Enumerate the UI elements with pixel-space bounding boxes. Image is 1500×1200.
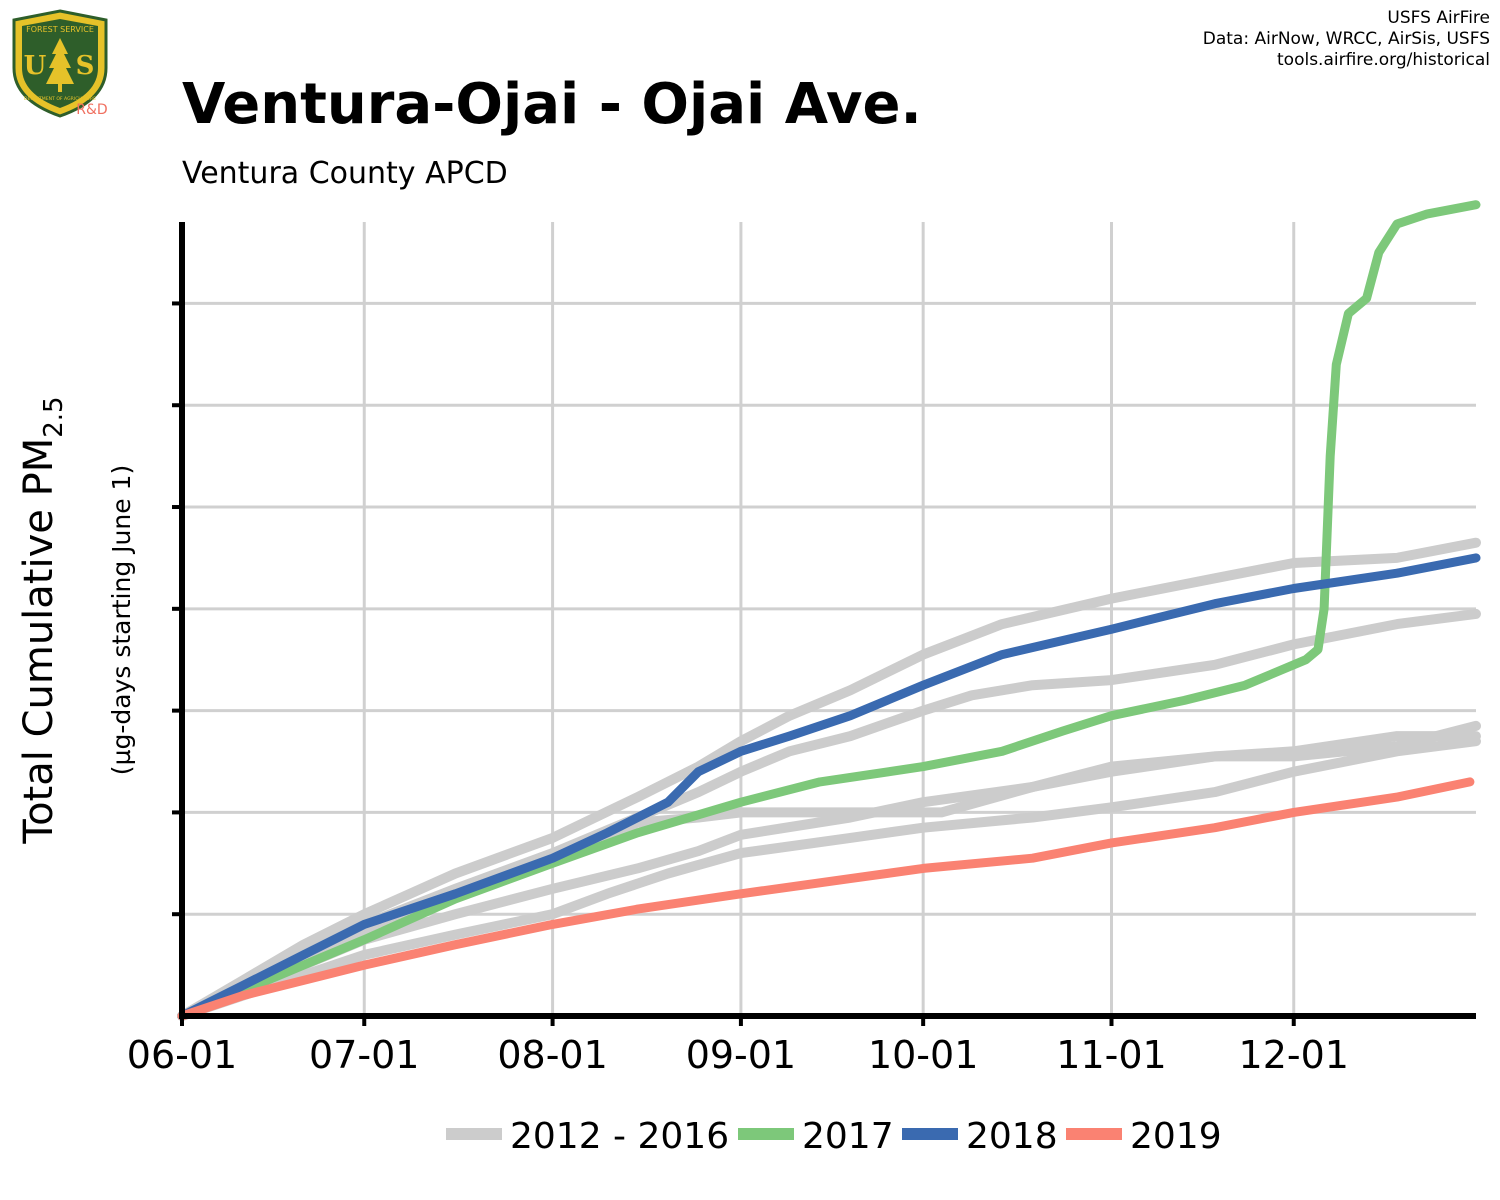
tree-icon <box>46 38 74 92</box>
chart-title: Ventura-Ojai - Ojai Ave. <box>182 72 922 137</box>
series-line-2012-2016 <box>177 537 1481 1021</box>
logo-letter-s: S <box>76 51 95 81</box>
usfs-logo: FOREST SERVICE U S DEPARTMENT OF AGRICUL… <box>12 9 108 118</box>
grid-lines <box>180 222 1476 1016</box>
credit-line: USFS AirFire <box>1387 8 1490 28</box>
x-tick-label: 10-01 <box>868 1033 978 1077</box>
x-tick-label: 12-01 <box>1239 1033 1349 1077</box>
logo-letter-u: U <box>24 51 47 81</box>
series-line-2012-2016 <box>177 736 1481 1021</box>
logo-bottom-text: DEPARTMENT OF AGRICULTURE <box>24 96 96 102</box>
axes: 06-01 07-01 08-01 09-01 10-01 11-01 12-01 <box>127 222 1476 1077</box>
credit-line: Data: AirNow, WRCC, AirSis, USFS <box>1202 29 1490 49</box>
y-axis-label: Total Cumulative PM2.5 (µg-days starting… <box>16 396 136 844</box>
series-layer <box>177 200 1481 1021</box>
credit-line: tools.airfire.org/historical <box>1277 50 1490 70</box>
logo-badge: R&D <box>76 102 107 118</box>
y-axis-title-main: Total Cumulative PM <box>16 438 62 845</box>
y-axis-title: Total Cumulative PM2.5 <box>16 396 69 844</box>
x-tick-label: 11-01 <box>1056 1033 1166 1077</box>
x-tick-label: 07-01 <box>309 1033 419 1077</box>
legend-label: 2017 <box>802 1116 894 1157</box>
credits: USFS AirFire Data: AirNow, WRCC, AirSis,… <box>1203 8 1490 71</box>
x-tick-label: 06-01 <box>127 1033 237 1077</box>
y-axis-title-subscript: 2.5 <box>39 396 69 437</box>
logo-top-text: FOREST SERVICE <box>26 25 94 34</box>
legend: 2012 - 2016 2017 2018 2019 <box>446 1116 1222 1157</box>
series-line-2019 <box>177 777 1475 1021</box>
x-tick-label: 08-01 <box>497 1033 607 1077</box>
legend-label: 2012 - 2016 <box>510 1116 729 1157</box>
y-axis-units: (µg-days starting June 1) <box>107 465 136 775</box>
chart-subtitle: Ventura County APCD <box>182 156 508 191</box>
legend-label: 2018 <box>966 1116 1058 1157</box>
series-line-2017 <box>177 200 1481 1021</box>
legend-label: 2019 <box>1130 1116 1222 1157</box>
x-tick-label: 09-01 <box>686 1033 796 1077</box>
series-line-2012-2016 <box>177 720 1481 1021</box>
series-line-2018 <box>177 553 1481 1021</box>
